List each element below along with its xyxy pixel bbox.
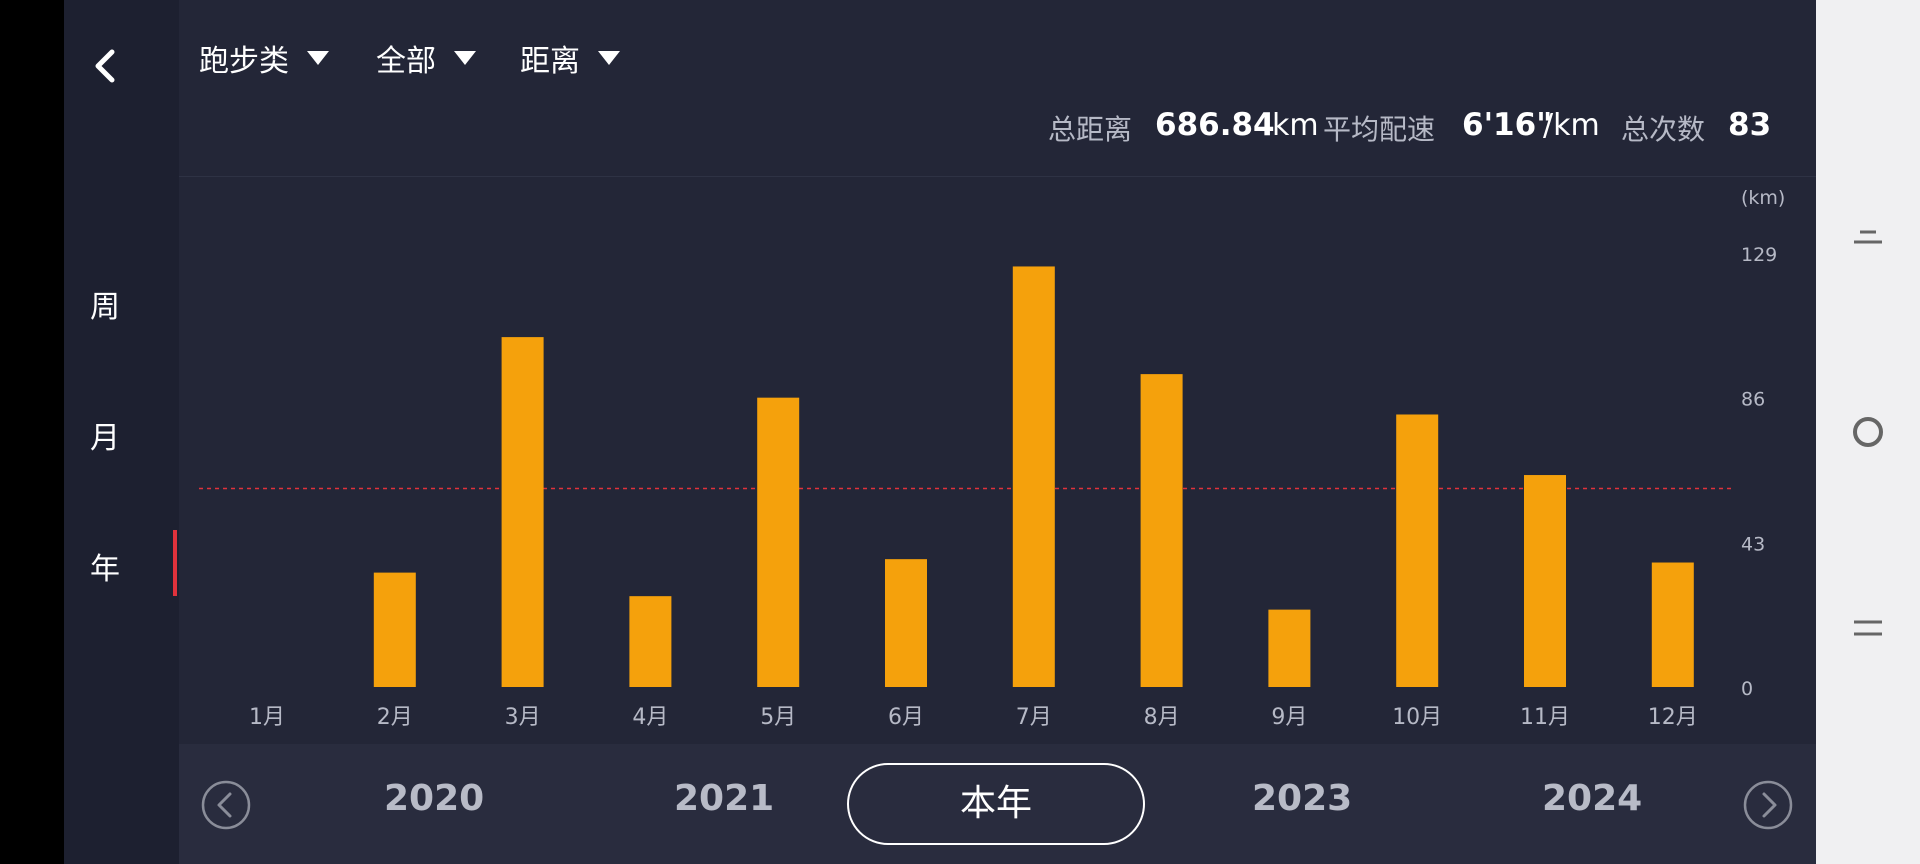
- monthly-distance-chart: 1月 2月 3月 4月 5月 6月 7月 8月 9月 10月 11月 12月 0 43 86 129 (km): [199, 187, 1785, 730]
- bar: [1268, 609, 1311, 687]
- circle-home-icon[interactable]: [1840, 404, 1896, 460]
- filter-scope[interactable]: 全部: [376, 36, 476, 80]
- period-sidebar: [64, 0, 179, 864]
- avg-pace-label: 平均配速: [1323, 113, 1436, 146]
- menu-icon[interactable]: [1840, 210, 1896, 266]
- x-tick-label: 7月: [1016, 705, 1052, 730]
- year-2021[interactable]: 2021: [674, 778, 775, 819]
- avg-pace-value: 6'16": [1462, 107, 1553, 143]
- period-selected-indicator: [173, 530, 177, 596]
- main-panel: [179, 0, 1816, 864]
- filter-scope-label: 全部: [376, 44, 436, 79]
- next-year-button[interactable]: [1743, 780, 1793, 830]
- period-month-tab[interactable]: 月: [90, 421, 120, 456]
- total-distance-value: 686.84: [1155, 107, 1275, 143]
- y-tick-label: 0: [1741, 678, 1753, 700]
- bar: [629, 596, 672, 687]
- filter-metric[interactable]: 距离: [520, 36, 620, 80]
- chevron-left-icon: [95, 49, 115, 83]
- bar: [1524, 475, 1566, 687]
- x-tick-label: 9月: [1271, 705, 1307, 730]
- total-count-label: 总次数: [1621, 113, 1706, 146]
- bar: [757, 397, 800, 687]
- previous-year-button[interactable]: [201, 780, 251, 830]
- x-tick-label: 2月: [377, 705, 413, 730]
- x-tick-label: 3月: [505, 705, 541, 730]
- x-tick-label: 8月: [1144, 705, 1180, 730]
- bar: [885, 559, 927, 687]
- bar: [1012, 266, 1055, 687]
- year-2020[interactable]: 2020: [384, 778, 485, 819]
- caret-down-icon: [598, 51, 620, 65]
- avg-pace-unit: /km: [1543, 108, 1600, 143]
- x-tick-label: 5月: [760, 705, 796, 730]
- x-tick-label: 11月: [1520, 705, 1570, 730]
- back-button[interactable]: [88, 44, 124, 88]
- header-divider: [179, 176, 1816, 177]
- x-tick-label: 10月: [1392, 705, 1442, 730]
- caret-down-icon: [454, 51, 476, 65]
- total-distance-label: 总距离: [1048, 113, 1133, 146]
- x-tick-label: 6月: [888, 705, 924, 730]
- bar: [1396, 414, 1439, 687]
- filter-sport-type-label: 跑步类: [199, 44, 289, 79]
- left-edge: [0, 0, 64, 864]
- x-tick-label: 12月: [1648, 705, 1698, 730]
- total-count-value: 83: [1728, 107, 1772, 143]
- year-current-button[interactable]: 本年: [847, 763, 1145, 845]
- year-2024[interactable]: 2024: [1542, 778, 1643, 819]
- year-2023[interactable]: 2023: [1252, 778, 1353, 819]
- menu-icon[interactable]: [1840, 600, 1896, 656]
- system-navigation-bar: [1816, 0, 1920, 864]
- bar: [1140, 374, 1183, 687]
- period-week-tab[interactable]: 周: [90, 290, 120, 325]
- y-tick-label: 86: [1741, 389, 1765, 411]
- bar: [501, 337, 544, 687]
- x-tick-label: 4月: [632, 705, 668, 730]
- total-distance-unit: km: [1272, 108, 1319, 143]
- y-tick-label: 43: [1741, 533, 1765, 555]
- caret-down-icon: [307, 51, 329, 65]
- x-tick-label: 1月: [249, 705, 285, 730]
- bar: [1651, 562, 1694, 687]
- period-year-tab[interactable]: 年: [90, 552, 120, 587]
- y-unit-label: (km): [1741, 187, 1785, 209]
- filter-metric-label: 距离: [520, 44, 580, 79]
- bar: [373, 572, 416, 687]
- filter-sport-type[interactable]: 跑步类: [199, 36, 329, 80]
- y-tick-label: 129: [1741, 244, 1777, 266]
